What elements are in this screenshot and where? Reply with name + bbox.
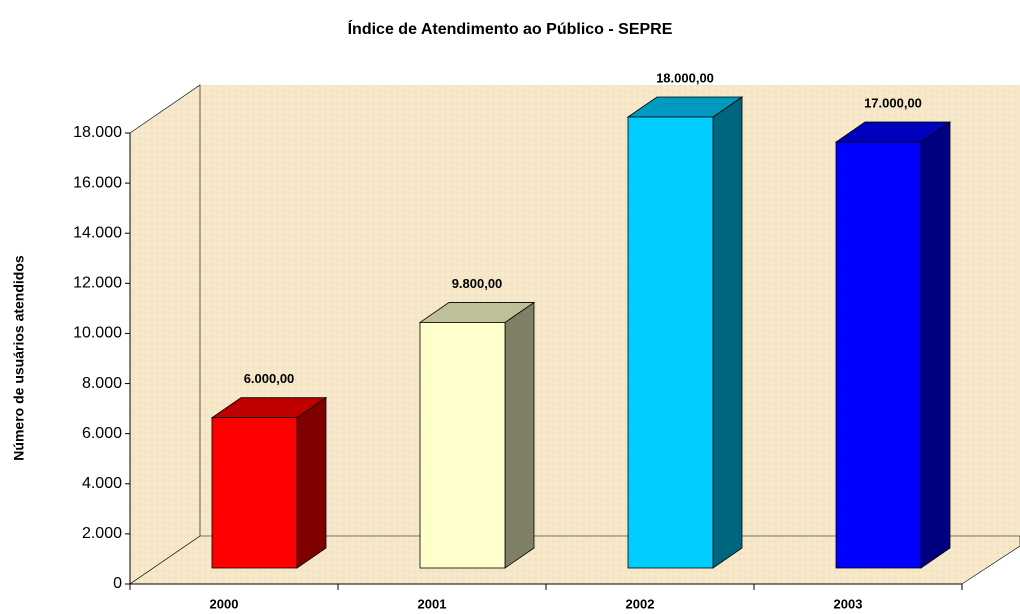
x-tick-label: 2002 (626, 596, 655, 611)
chart-title: Índice de Atendimento ao Público - SEPRE (348, 19, 673, 38)
y-axis-label: Número de usuários atendidos (11, 255, 27, 461)
back-wall (200, 85, 1020, 536)
y-tick-label: 8.000 (82, 375, 122, 392)
side-wall (129, 84, 201, 585)
bar-side (296, 396, 327, 569)
bar (835, 141, 922, 569)
value-label: 9.800,00 (452, 276, 503, 291)
y-tick-label: 0 (113, 575, 122, 592)
y-tick-label: 4.000 (82, 475, 122, 492)
bar (419, 322, 506, 569)
bar-side (712, 96, 743, 569)
y-tick-label: 10.000 (73, 325, 122, 342)
y-tick-label: 12.000 (73, 275, 122, 292)
x-tick-label: 2000 (210, 596, 239, 611)
bar (627, 116, 714, 569)
x-tick-label: 2001 (418, 596, 447, 611)
bar (211, 417, 298, 569)
y-tick-label: 18.000 (73, 124, 122, 141)
y-tick-label: 6.000 (82, 425, 122, 442)
bar-side (920, 121, 951, 569)
value-label: 6.000,00 (244, 371, 295, 386)
value-label: 17.000,00 (864, 95, 922, 110)
x-tick-label: 2003 (834, 596, 863, 611)
y-tick-label: 14.000 (73, 224, 122, 241)
value-label: 18.000,00 (656, 70, 714, 85)
bar-side (504, 301, 535, 569)
y-tick-label: 16.000 (73, 174, 122, 191)
y-tick-label: 2.000 (82, 525, 122, 542)
